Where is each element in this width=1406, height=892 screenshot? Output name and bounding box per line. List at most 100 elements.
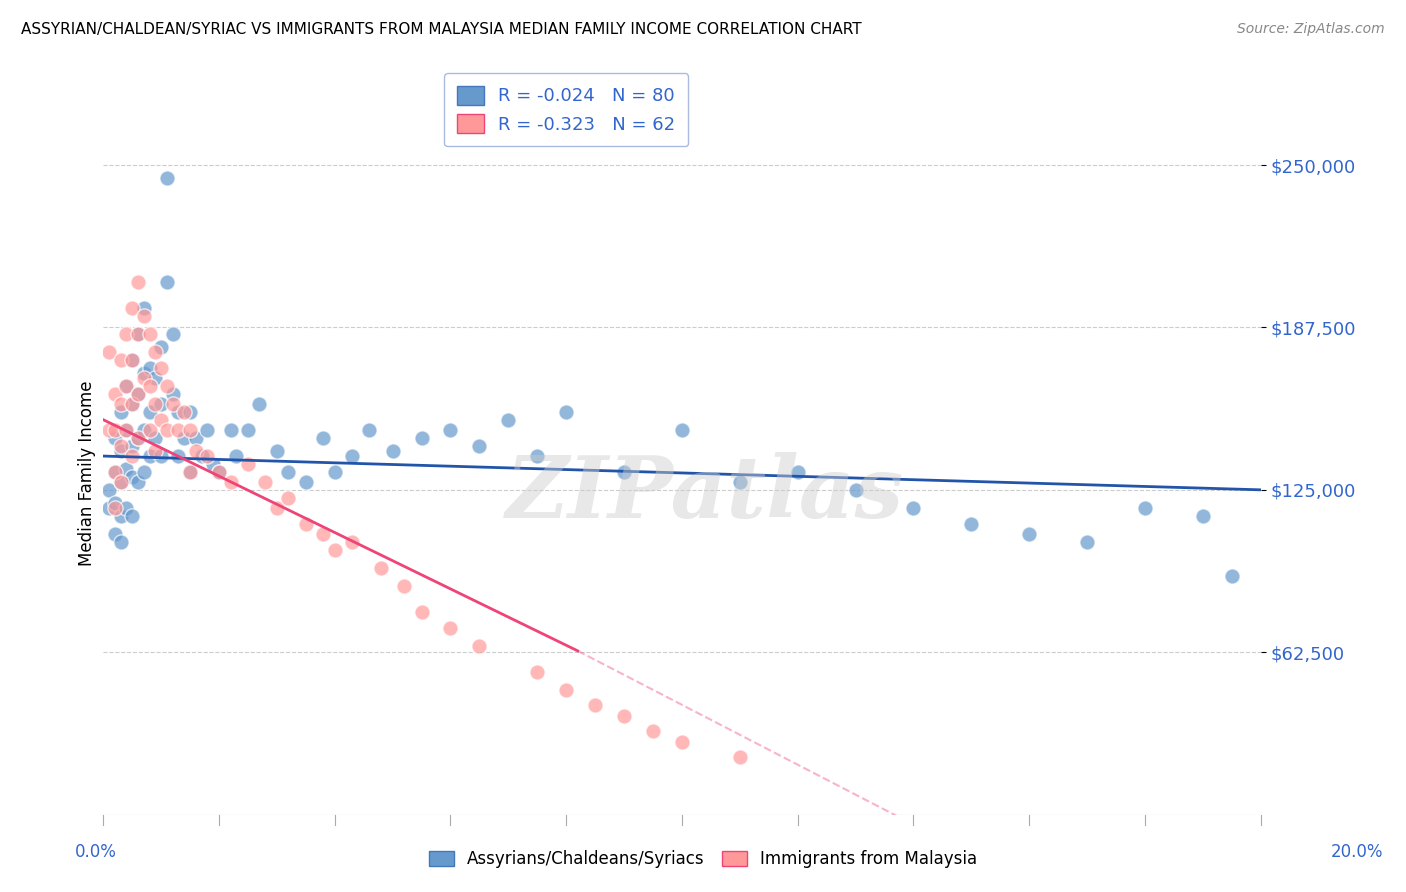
Point <box>156 275 179 289</box>
Point <box>104 465 127 479</box>
Point <box>121 397 143 411</box>
Point <box>312 527 335 541</box>
Point <box>526 665 548 679</box>
Point <box>138 326 160 341</box>
Point <box>115 379 138 393</box>
Point <box>104 465 127 479</box>
Point <box>1220 568 1243 582</box>
Point <box>104 423 127 437</box>
Point <box>115 326 138 341</box>
Point <box>127 275 149 289</box>
Point <box>583 698 606 713</box>
Point <box>143 345 166 359</box>
Point <box>439 620 461 634</box>
Point <box>613 465 636 479</box>
Point <box>323 542 346 557</box>
Point <box>179 423 201 437</box>
Text: ZIPatlas: ZIPatlas <box>506 452 904 536</box>
Point <box>110 534 132 549</box>
Y-axis label: Median Family Income: Median Family Income <box>79 381 96 566</box>
Point <box>195 423 218 437</box>
Text: 20.0%: 20.0% <box>1330 843 1384 861</box>
Point <box>104 527 127 541</box>
Point <box>150 397 173 411</box>
Point <box>138 379 160 393</box>
Point <box>1191 508 1213 523</box>
Point <box>219 423 242 437</box>
Point <box>138 449 160 463</box>
Point <box>132 423 155 437</box>
Point <box>392 579 415 593</box>
Point <box>127 386 149 401</box>
Point <box>110 508 132 523</box>
Point <box>110 439 132 453</box>
Point <box>195 449 218 463</box>
Point <box>219 475 242 489</box>
Point <box>728 750 751 764</box>
Point <box>266 443 288 458</box>
Point <box>294 475 316 489</box>
Point <box>202 457 225 471</box>
Point <box>671 423 693 437</box>
Point <box>121 470 143 484</box>
Point <box>526 449 548 463</box>
Point <box>277 491 299 505</box>
Point <box>323 465 346 479</box>
Point <box>173 431 195 445</box>
Point <box>104 386 127 401</box>
Point <box>121 508 143 523</box>
Point <box>98 423 121 437</box>
Point <box>127 475 149 489</box>
Point <box>555 405 578 419</box>
Point <box>249 397 271 411</box>
Point <box>110 353 132 368</box>
Point <box>143 443 166 458</box>
Point <box>340 449 363 463</box>
Point <box>728 475 751 489</box>
Text: ASSYRIAN/CHALDEAN/SYRIAC VS IMMIGRANTS FROM MALAYSIA MEDIAN FAMILY INCOME CORREL: ASSYRIAN/CHALDEAN/SYRIAC VS IMMIGRANTS F… <box>21 22 862 37</box>
Point <box>110 475 132 489</box>
Point <box>121 439 143 453</box>
Point <box>150 340 173 354</box>
Point <box>208 465 231 479</box>
Point <box>468 439 491 453</box>
Point <box>110 405 132 419</box>
Point <box>184 443 207 458</box>
Point <box>1076 534 1098 549</box>
Point <box>132 309 155 323</box>
Point <box>1133 501 1156 516</box>
Point <box>266 501 288 516</box>
Point <box>143 431 166 445</box>
Point <box>104 501 127 516</box>
Point <box>132 371 155 385</box>
Point <box>167 405 190 419</box>
Point <box>162 326 184 341</box>
Point <box>555 682 578 697</box>
Point <box>294 516 316 531</box>
Point <box>370 561 392 575</box>
Point <box>411 431 433 445</box>
Point <box>1018 527 1040 541</box>
Point <box>179 465 201 479</box>
Point <box>671 735 693 749</box>
Point <box>903 501 925 516</box>
Point <box>115 501 138 516</box>
Text: Source: ZipAtlas.com: Source: ZipAtlas.com <box>1237 22 1385 37</box>
Point <box>110 397 132 411</box>
Point <box>150 413 173 427</box>
Point <box>132 465 155 479</box>
Point <box>115 462 138 476</box>
Legend: R = -0.024   N = 80, R = -0.323   N = 62: R = -0.024 N = 80, R = -0.323 N = 62 <box>444 73 688 146</box>
Point <box>138 405 160 419</box>
Point <box>98 501 121 516</box>
Point <box>236 457 259 471</box>
Point <box>115 379 138 393</box>
Point <box>208 465 231 479</box>
Point <box>162 397 184 411</box>
Point <box>156 171 179 186</box>
Point <box>115 423 138 437</box>
Point <box>150 360 173 375</box>
Point <box>127 431 149 445</box>
Point <box>844 483 866 497</box>
Point <box>468 639 491 653</box>
